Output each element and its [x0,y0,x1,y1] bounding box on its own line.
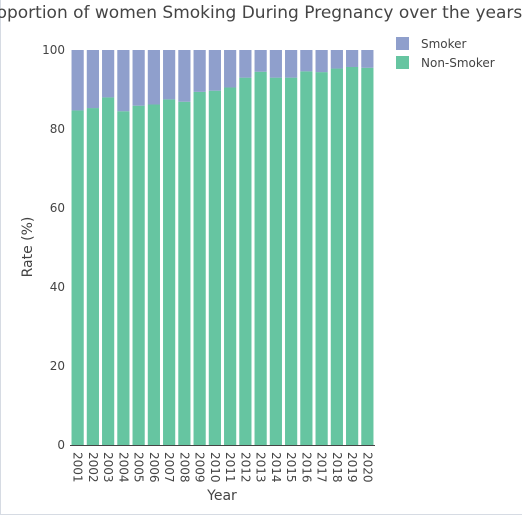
legend-label-smoker[interactable]: Smoker [421,37,467,51]
x-tick-label-2013: 2013 [254,452,268,483]
bar-non-smoker-2001[interactable] [71,110,84,445]
y-axis-title: Rate (%) [20,217,36,278]
x-tick-label-2005: 2005 [132,452,146,483]
legend-label-non-smoker[interactable]: Non-Smoker [421,56,495,70]
bar-smoker-2010[interactable] [208,50,221,91]
bar-non-smoker-2016[interactable] [300,71,313,445]
x-tick-label-2002: 2002 [86,452,100,483]
bar-smoker-2009[interactable] [193,50,206,92]
y-tick-label: 20 [50,359,65,373]
y-tick-label: 0 [57,438,65,452]
bar-smoker-2018[interactable] [330,50,343,69]
bar-non-smoker-2006[interactable] [147,104,160,445]
x-tick-label-2004: 2004 [116,452,130,483]
x-tick-label-2018: 2018 [330,452,344,483]
bar-smoker-2007[interactable] [163,50,176,100]
bar-non-smoker-2011[interactable] [224,87,237,446]
x-tick-label-2014: 2014 [269,452,283,483]
bar-non-smoker-2007[interactable] [163,99,176,446]
x-tick-label-2015: 2015 [284,452,298,483]
y-tick-label: 60 [50,201,65,215]
bar-smoker-2005[interactable] [132,50,145,106]
bar-non-smoker-2017[interactable] [315,72,328,446]
x-tick-label-2007: 2007 [162,452,176,483]
bar-non-smoker-2009[interactable] [193,91,206,446]
bar-smoker-2001[interactable] [71,50,84,111]
x-tick-label-2016: 2016 [299,452,313,483]
y-axis: 0 20 40 60 80 100 [42,43,65,452]
x-tick-label-2006: 2006 [147,452,161,483]
bar-non-smoker-2018[interactable] [330,68,343,445]
legend[interactable]: Smoker Non-Smoker [396,37,495,70]
bar-non-smoker-2002[interactable] [86,108,99,445]
x-tick-label-2017: 2017 [315,452,329,483]
bar-non-smoker-2014[interactable] [269,77,282,446]
bar-non-smoker-2013[interactable] [254,71,267,445]
bar-non-smoker-2012[interactable] [239,77,252,446]
x-tick-label-2003: 2003 [101,452,115,483]
x-axis-title: Year [206,488,237,504]
bar-smoker-2014[interactable] [269,50,282,78]
bar-non-smoker-2015[interactable] [285,77,298,446]
bar-smoker-2008[interactable] [178,50,191,102]
x-tick-label-2020: 2020 [360,452,374,483]
legend-swatch-smoker[interactable] [396,37,409,50]
x-axis: 2001 2002 2003 2004 2005 2006 2007 2008 2009 2010… [70,445,375,483]
bar-smoker-2013[interactable] [254,50,267,72]
bar-non-smoker-2008[interactable] [178,101,191,446]
x-tick-label-2011: 2011 [223,452,237,483]
bar-smoker-2011[interactable] [224,50,237,88]
bar-smoker-2015[interactable] [285,50,298,78]
y-tick-label: 100 [42,43,65,57]
bars-group [71,50,374,446]
bar-smoker-2017[interactable] [315,50,328,73]
x-tick-label-2010: 2010 [208,452,222,483]
x-tick-label-2019: 2019 [345,452,359,483]
bar-non-smoker-2019[interactable] [346,66,359,445]
bar-non-smoker-2020[interactable] [361,67,374,445]
bar-non-smoker-2005[interactable] [132,105,145,445]
x-tick-label-2009: 2009 [193,452,207,483]
x-tick-label-2008: 2008 [177,452,191,483]
bar-smoker-2020[interactable] [361,50,374,68]
bar-non-smoker-2004[interactable] [117,111,130,445]
y-tick-label: 40 [50,280,65,294]
bar-non-smoker-2003[interactable] [102,97,115,446]
y-tick-label: 80 [50,122,65,136]
legend-swatch-non-smoker[interactable] [396,56,409,69]
x-tick-label-2012: 2012 [238,452,252,483]
x-tick-label-2001: 2001 [71,452,85,483]
bar-smoker-2012[interactable] [239,50,252,78]
bar-smoker-2003[interactable] [102,50,115,98]
bar-smoker-2004[interactable] [117,50,130,112]
bar-smoker-2016[interactable] [300,50,313,72]
chart-title: Proportion of women Smoking During Pregn… [0,3,522,23]
bar-smoker-2002[interactable] [86,50,99,109]
bar-non-smoker-2010[interactable] [208,90,221,445]
bar-smoker-2006[interactable] [147,50,160,105]
bar-smoker-2019[interactable] [346,50,359,67]
